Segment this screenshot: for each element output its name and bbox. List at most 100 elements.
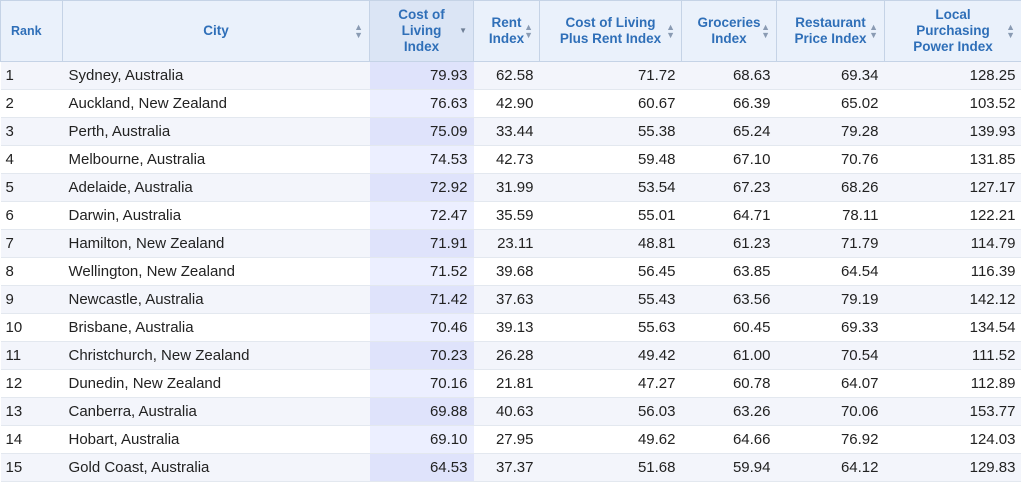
cell-rank: 3 [1, 118, 63, 146]
cell-rank: 6 [1, 202, 63, 230]
cell-cost-of-living-index: 71.52 [370, 258, 474, 286]
cell-groceries-index: 63.26 [682, 398, 777, 426]
header-cost-of-living-plus-rent-index-label: Cost of Living Plus Rent Index [555, 15, 667, 47]
cell-city[interactable]: Dunedin, New Zealand [63, 370, 370, 398]
cell-local-purchasing-power-index: 111.52 [885, 342, 1021, 370]
header-cost-of-living-index-label: Cost of Living Index [391, 7, 453, 55]
cell-city[interactable]: Christchurch, New Zealand [63, 342, 370, 370]
cell-local-purchasing-power-index: 129.83 [885, 454, 1021, 482]
cell-rent-index: 23.11 [474, 230, 540, 258]
cell-restaurant-price-index: 76.92 [777, 426, 885, 454]
sort-up-down-icon: ▲▼ [761, 23, 770, 39]
cell-city[interactable]: Hamilton, New Zealand [63, 230, 370, 258]
cell-cost-of-living-index: 72.47 [370, 202, 474, 230]
cell-groceries-index: 60.78 [682, 370, 777, 398]
header-cost-of-living-plus-rent-index[interactable]: Cost of Living Plus Rent Index ▲▼ [540, 1, 682, 62]
cell-local-purchasing-power-index: 124.03 [885, 426, 1021, 454]
cell-restaurant-price-index: 71.79 [777, 230, 885, 258]
cell-rent-index: 35.59 [474, 202, 540, 230]
cell-rank: 15 [1, 454, 63, 482]
cell-rank: 1 [1, 62, 63, 90]
header-rent-index[interactable]: Rent Index ▲▼ [474, 1, 540, 62]
header-local-purchasing-power-index-label: Local Purchasing Power Index [907, 7, 999, 55]
cell-city[interactable]: Auckland, New Zealand [63, 90, 370, 118]
cell-groceries-index: 61.23 [682, 230, 777, 258]
cell-city[interactable]: Newcastle, Australia [63, 286, 370, 314]
cell-groceries-index: 63.85 [682, 258, 777, 286]
cell-city[interactable]: Gold Coast, Australia [63, 454, 370, 482]
cell-local-purchasing-power-index: 103.52 [885, 90, 1021, 118]
cell-cost-of-living-index: 64.53 [370, 454, 474, 482]
cell-cost-of-living-index: 72.92 [370, 174, 474, 202]
sort-up-down-icon: ▲▼ [1006, 23, 1015, 39]
cell-cost-of-living-index: 76.63 [370, 90, 474, 118]
sort-down-icon: ▼ [459, 27, 467, 35]
cell-cost-of-living-index: 70.46 [370, 314, 474, 342]
cell-cost-of-living-plus-rent-index: 55.38 [540, 118, 682, 146]
cell-restaurant-price-index: 64.54 [777, 258, 885, 286]
cell-restaurant-price-index: 79.19 [777, 286, 885, 314]
cell-city[interactable]: Hobart, Australia [63, 426, 370, 454]
header-city[interactable]: City ▲▼ [63, 1, 370, 62]
cell-cost-of-living-plus-rent-index: 59.48 [540, 146, 682, 174]
cell-city[interactable]: Brisbane, Australia [63, 314, 370, 342]
header-restaurant-price-index-label: Restaurant Price Index [791, 15, 871, 47]
cell-cost-of-living-plus-rent-index: 51.68 [540, 454, 682, 482]
cell-cost-of-living-plus-rent-index: 60.67 [540, 90, 682, 118]
cell-groceries-index: 61.00 [682, 342, 777, 370]
cell-local-purchasing-power-index: 114.79 [885, 230, 1021, 258]
cell-groceries-index: 63.56 [682, 286, 777, 314]
cell-cost-of-living-index: 79.93 [370, 62, 474, 90]
header-row: Rank City ▲▼ Cost of Living Index ▼ Rent… [1, 1, 1021, 62]
cell-rent-index: 31.99 [474, 174, 540, 202]
cell-rent-index: 40.63 [474, 398, 540, 426]
cell-rank: 14 [1, 426, 63, 454]
header-restaurant-price-index[interactable]: Restaurant Price Index ▲▼ [777, 1, 885, 62]
cell-rank: 5 [1, 174, 63, 202]
cell-cost-of-living-index: 71.91 [370, 230, 474, 258]
cell-local-purchasing-power-index: 128.25 [885, 62, 1021, 90]
cell-groceries-index: 66.39 [682, 90, 777, 118]
cell-cost-of-living-plus-rent-index: 55.63 [540, 314, 682, 342]
cell-rank: 8 [1, 258, 63, 286]
header-rank[interactable]: Rank [1, 1, 63, 62]
cell-cost-of-living-plus-rent-index: 48.81 [540, 230, 682, 258]
cell-rank: 7 [1, 230, 63, 258]
cell-restaurant-price-index: 78.11 [777, 202, 885, 230]
cell-city[interactable]: Perth, Australia [63, 118, 370, 146]
cell-restaurant-price-index: 64.12 [777, 454, 885, 482]
cell-local-purchasing-power-index: 142.12 [885, 286, 1021, 314]
cell-cost-of-living-plus-rent-index: 55.43 [540, 286, 682, 314]
cell-restaurant-price-index: 69.33 [777, 314, 885, 342]
cell-rent-index: 39.68 [474, 258, 540, 286]
cell-rank: 4 [1, 146, 63, 174]
cell-groceries-index: 67.10 [682, 146, 777, 174]
cell-groceries-index: 59.94 [682, 454, 777, 482]
cell-city[interactable]: Adelaide, Australia [63, 174, 370, 202]
cell-restaurant-price-index: 70.06 [777, 398, 885, 426]
cell-city[interactable]: Wellington, New Zealand [63, 258, 370, 286]
cell-city[interactable]: Sydney, Australia [63, 62, 370, 90]
sort-up-down-icon: ▲▼ [354, 23, 363, 39]
header-cost-of-living-index[interactable]: Cost of Living Index ▼ [370, 1, 474, 62]
cell-city[interactable]: Canberra, Australia [63, 398, 370, 426]
cell-cost-of-living-plus-rent-index: 53.54 [540, 174, 682, 202]
cell-groceries-index: 64.66 [682, 426, 777, 454]
cell-cost-of-living-index: 69.88 [370, 398, 474, 426]
cell-local-purchasing-power-index: 131.85 [885, 146, 1021, 174]
cell-city[interactable]: Melbourne, Australia [63, 146, 370, 174]
header-groceries-index[interactable]: Groceries Index ▲▼ [682, 1, 777, 62]
header-local-purchasing-power-index[interactable]: Local Purchasing Power Index ▲▼ [885, 1, 1021, 62]
cell-city[interactable]: Darwin, Australia [63, 202, 370, 230]
